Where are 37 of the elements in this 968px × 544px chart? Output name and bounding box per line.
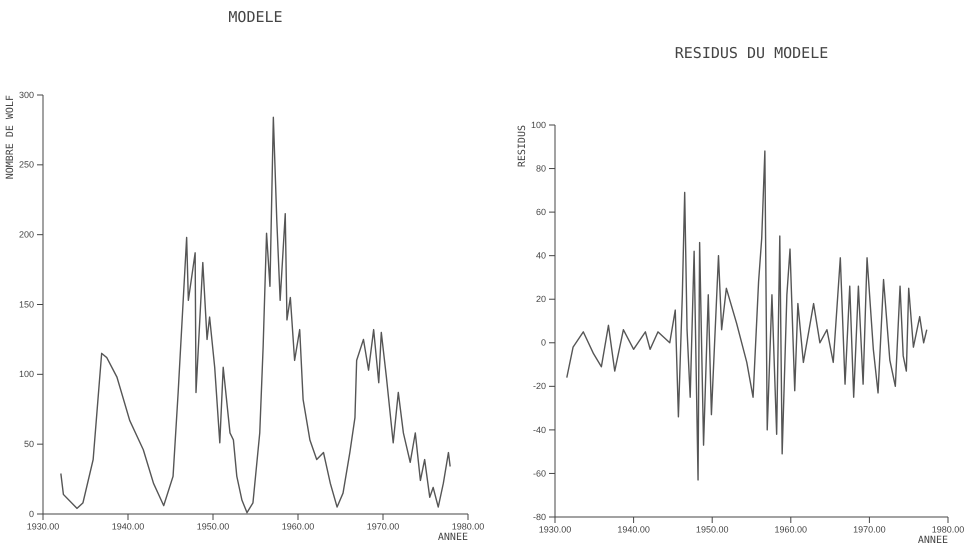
x-tick-label: 1950.00 — [196, 521, 230, 532]
x-tick-label: 1970.00 — [853, 524, 886, 534]
y-tick-label: 50 — [24, 439, 34, 450]
y-tick-label: 150 — [18, 299, 34, 310]
y-tick-label: 0 — [28, 508, 34, 519]
y-tick-label: 80 — [536, 163, 546, 174]
x-tick-label: 1980.00 — [932, 524, 964, 534]
y-axis-title: RESIDUS — [517, 125, 528, 168]
y-tick-label: 100 — [530, 120, 546, 130]
y-tick-label: -20 — [532, 381, 546, 392]
x-tick-label: 1960.00 — [282, 521, 314, 532]
y-tick-label: 20 — [536, 294, 546, 304]
x-tick-label: 1980.00 — [452, 521, 484, 532]
y-axis-title: NOMBRE DE WOLF — [5, 95, 16, 180]
x-tick-label: 1940.00 — [112, 521, 144, 532]
line-series — [60, 116, 451, 514]
y-tick-label: 60 — [536, 206, 546, 217]
chart-title: MODELE — [228, 8, 283, 26]
x-tick-label: 1960.00 — [774, 524, 808, 534]
chart-title: RESIDUS DU MODELE — [674, 44, 828, 62]
x-tick-label: 1940.00 — [617, 524, 650, 534]
x-axis-title: ANNEE — [918, 535, 948, 544]
y-tick-label: 250 — [18, 160, 34, 170]
y-tick-label: -80 — [532, 512, 546, 522]
x-tick-label: 1930.00 — [26, 521, 60, 532]
x-tick-label: 1970.00 — [366, 521, 400, 532]
y-tick-label: -60 — [532, 468, 546, 478]
y-tick-label: 300 — [18, 90, 34, 100]
x-tick-label: 1930.00 — [538, 524, 572, 534]
x-tick-label: 1950.00 — [696, 524, 728, 534]
y-tick-label: 40 — [536, 250, 546, 261]
y-tick-label: 200 — [18, 230, 34, 240]
x-axis-title: ANNEE — [438, 532, 468, 543]
y-tick-label: 0 — [540, 338, 546, 348]
y-tick-label: -40 — [532, 424, 546, 435]
line-series — [566, 150, 928, 481]
y-tick-label: 100 — [18, 369, 34, 380]
